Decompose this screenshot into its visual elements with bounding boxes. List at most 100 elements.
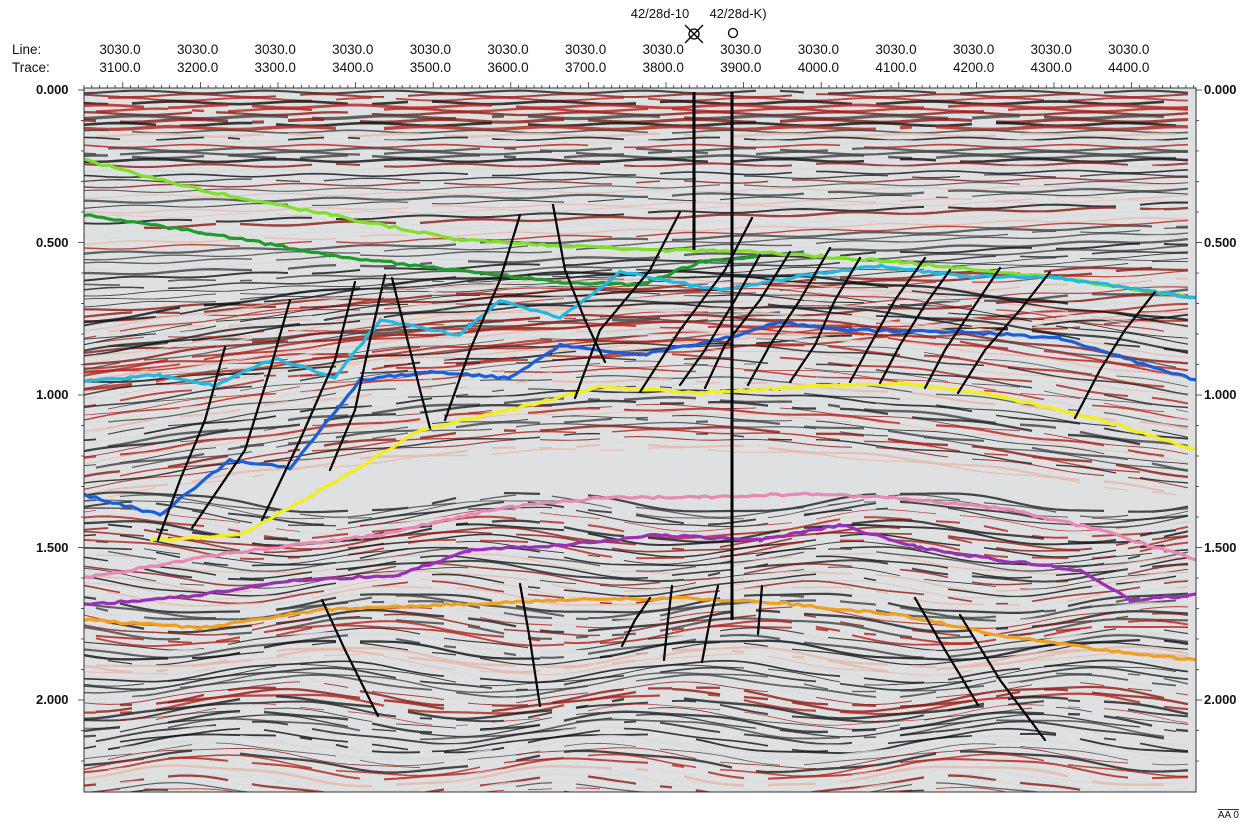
reflection-trace	[84, 403, 1189, 458]
reflection-trace	[84, 244, 1189, 286]
crossed-circle-icon	[684, 24, 704, 44]
fault-line	[956, 270, 1052, 395]
trace-value: 3900.0	[720, 60, 762, 75]
reflection-trace	[107, 277, 1189, 333]
reflection-trace	[107, 395, 1189, 448]
reflection-trace	[84, 681, 1189, 706]
reflection-trace	[95, 132, 1177, 138]
reflection-trace	[84, 111, 1189, 117]
fault-line	[620, 596, 652, 648]
reflection-trace	[107, 96, 1189, 102]
line-value: 3030.0	[875, 42, 917, 57]
reflection-trace	[84, 725, 1189, 747]
reflection-trace	[84, 710, 1189, 734]
reflection-trace	[84, 346, 1189, 399]
reflection-trace	[84, 756, 1189, 781]
trace-value: 3400.0	[332, 60, 374, 75]
reflection-trace	[84, 224, 1189, 255]
reflection-trace	[84, 357, 1189, 409]
reflection-trace	[84, 124, 1189, 132]
reflection-trace	[84, 616, 1189, 641]
footer-tag: AA 0	[1217, 809, 1239, 821]
fault-line	[662, 584, 674, 662]
reflection-trace	[95, 687, 1189, 713]
fault-line	[756, 584, 764, 636]
fault-line	[260, 280, 357, 522]
reflection-trace	[84, 217, 1189, 246]
reflection-trace	[84, 634, 1189, 659]
time-tick-label: 2.000	[1204, 692, 1237, 707]
reflection-trace	[84, 176, 1189, 189]
reflection-trace	[84, 772, 1188, 792]
reflection-trace	[84, 219, 1189, 250]
time-tick-label: 1.500	[1204, 539, 1237, 555]
reflection-trace	[84, 136, 1189, 142]
reflection-trace	[95, 645, 1189, 669]
fault-line	[700, 584, 720, 664]
reflection-trace	[84, 679, 1189, 701]
reflection-trace	[84, 666, 1189, 691]
reflection-trace	[84, 227, 1188, 261]
fault-line	[156, 345, 227, 542]
line-value: 3030.0	[254, 42, 296, 57]
reflection-trace	[84, 570, 1189, 594]
open-circle-icon	[727, 27, 739, 39]
time-tick-label: 1.000	[36, 387, 69, 402]
line-value: 3030.0	[564, 42, 607, 57]
reflection-trace	[107, 282, 1189, 336]
reflection-trace	[84, 161, 1189, 169]
reflection-trace	[84, 242, 1189, 282]
fault-line	[190, 298, 292, 530]
reflection-trace	[84, 184, 1177, 199]
reflection-trace	[84, 324, 1189, 378]
reflection-trace	[84, 692, 1189, 716]
reflection-trace	[84, 232, 1189, 265]
trace-value: 4100.0	[875, 60, 917, 75]
interpreted-horizons	[84, 157, 1196, 662]
fault-line	[678, 253, 762, 387]
trace-value: 3600.0	[487, 60, 529, 75]
time-tick-label: 1.000	[1204, 387, 1237, 402]
interpreted-faults	[156, 203, 1157, 742]
reflection-trace	[84, 139, 1189, 146]
trace-value: 4200.0	[952, 60, 995, 75]
reflection-trace	[84, 121, 1177, 128]
reflection-trace	[108, 794, 1188, 816]
well-label-2: 42/28d-K)	[709, 6, 767, 21]
reflection-trace	[84, 328, 1189, 382]
axis-ticks	[78, 82, 1202, 762]
fault-line	[573, 210, 682, 400]
fault-line	[1073, 290, 1157, 420]
reflection-trace	[143, 206, 1189, 230]
reflection-trace	[84, 506, 1189, 528]
reflection-trace	[84, 317, 1177, 371]
reflection-trace	[84, 187, 1189, 204]
fault-line	[878, 268, 952, 385]
reflection-trace	[95, 552, 1189, 575]
fault-line	[788, 256, 862, 384]
trace-value: 3500.0	[409, 60, 452, 75]
reflection-trace	[84, 742, 1189, 767]
reflection-trace	[107, 147, 1189, 153]
time-tick-label: 2.000	[36, 692, 69, 707]
reflection-trace	[84, 270, 1189, 322]
horizon-line	[149, 381, 1196, 543]
line-value: 3030.0	[952, 42, 995, 57]
reflection-trace	[119, 703, 1189, 727]
line-value: 3030.0	[1108, 42, 1150, 57]
reflection-trace	[84, 103, 1189, 110]
reflection-trace	[84, 546, 1189, 567]
reflection-trace	[84, 353, 1189, 408]
well-symbols	[684, 24, 739, 44]
reflection-trace	[84, 199, 1189, 218]
horizon-line	[84, 522, 1196, 606]
time-tick-label: 1.500	[36, 539, 69, 555]
reflection-trace	[84, 234, 1189, 272]
reflection-trace	[84, 165, 1189, 174]
trace-value: 3300.0	[254, 60, 296, 75]
well-paths	[692, 92, 734, 620]
trace-label: Trace:	[12, 60, 50, 75]
reflection-trace	[84, 659, 1189, 684]
reflection-trace	[84, 812, 1188, 823]
reflection-trace	[84, 808, 1188, 823]
